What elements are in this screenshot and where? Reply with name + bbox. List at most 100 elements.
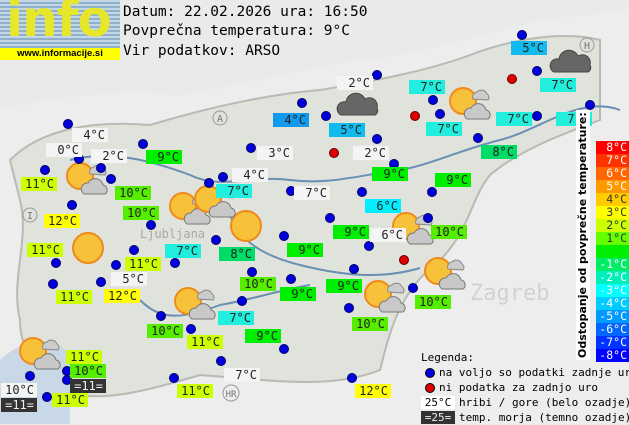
station-temperature-label[interactable]: 7°C bbox=[224, 368, 260, 382]
station-temperature-label[interactable]: 9°C bbox=[146, 150, 182, 164]
station-dot[interactable] bbox=[364, 241, 374, 251]
station-temperature-label[interactable]: 7°C bbox=[409, 80, 445, 94]
station-dot[interactable] bbox=[48, 279, 58, 289]
sea-temperature-label[interactable]: =11= bbox=[1, 398, 37, 412]
station-temperature-label[interactable]: 7°C bbox=[216, 184, 252, 198]
station-dot[interactable] bbox=[349, 264, 359, 274]
station-temperature-label[interactable]: 5°C bbox=[111, 272, 147, 286]
station-dot[interactable] bbox=[146, 220, 156, 230]
station-temperature-label[interactable]: 8°C bbox=[219, 247, 255, 261]
station-temperature-label[interactable]: 4°C bbox=[273, 113, 309, 127]
station-temperature-label[interactable]: 6°C bbox=[365, 199, 401, 213]
station-dot[interactable] bbox=[321, 111, 331, 121]
station-dot[interactable] bbox=[63, 119, 73, 129]
missing-data-dot[interactable] bbox=[329, 148, 339, 158]
station-dot[interactable] bbox=[216, 356, 226, 366]
station-temperature-label[interactable]: 10°C bbox=[431, 225, 467, 239]
station-dot[interactable] bbox=[67, 200, 77, 210]
station-dot[interactable] bbox=[408, 283, 418, 293]
station-dot[interactable] bbox=[246, 143, 256, 153]
station-dot[interactable] bbox=[204, 178, 214, 188]
station-temperature-label[interactable]: 10°C bbox=[352, 317, 388, 331]
station-temperature-label[interactable]: 10°C bbox=[240, 277, 276, 291]
missing-data-dot[interactable] bbox=[399, 255, 409, 265]
station-dot[interactable] bbox=[25, 371, 35, 381]
station-temperature-label[interactable]: 11°C bbox=[27, 243, 63, 257]
station-dot[interactable] bbox=[279, 344, 289, 354]
station-dot[interactable] bbox=[42, 392, 52, 402]
station-dot[interactable] bbox=[186, 324, 196, 334]
station-dot[interactable] bbox=[372, 134, 382, 144]
station-temperature-label[interactable]: 9°C bbox=[372, 167, 408, 181]
station-dot[interactable] bbox=[532, 66, 542, 76]
station-dot[interactable] bbox=[138, 139, 148, 149]
station-dot[interactable] bbox=[357, 187, 367, 197]
logo[interactable]: info www.informacije.si bbox=[0, 0, 120, 60]
station-temperature-label[interactable]: 12°C bbox=[104, 289, 140, 303]
station-dot[interactable] bbox=[286, 274, 296, 284]
sea-temperature-label[interactable]: =11= bbox=[70, 379, 106, 393]
station-dot[interactable] bbox=[111, 260, 121, 270]
station-temperature-label[interactable]: 10°C bbox=[147, 324, 183, 338]
station-temperature-label[interactable]: 12°C bbox=[355, 384, 391, 398]
station-temperature-label[interactable]: 2°C bbox=[353, 146, 389, 160]
station-temperature-label[interactable]: 8°C bbox=[481, 145, 517, 159]
station-dot[interactable] bbox=[423, 213, 433, 223]
station-temperature-label[interactable]: 7°C bbox=[165, 244, 201, 258]
station-dot[interactable] bbox=[247, 267, 257, 277]
station-dot[interactable] bbox=[585, 100, 595, 110]
station-temperature-label[interactable]: 11°C bbox=[21, 177, 57, 191]
station-dot[interactable] bbox=[96, 163, 106, 173]
station-temperature-label[interactable]: 9°C bbox=[280, 287, 316, 301]
station-dot[interactable] bbox=[237, 296, 247, 306]
station-temperature-label[interactable]: 9°C bbox=[287, 243, 323, 257]
station-temperature-label[interactable]: 7°C bbox=[294, 186, 330, 200]
station-temperature-label[interactable]: 7°C bbox=[496, 112, 532, 126]
station-temperature-label[interactable]: 11°C bbox=[187, 335, 223, 349]
station-temperature-label[interactable]: 7°C bbox=[426, 122, 462, 136]
station-temperature-label[interactable]: 3°C bbox=[257, 146, 293, 160]
station-temperature-label[interactable]: 10°C bbox=[70, 364, 106, 378]
station-dot[interactable] bbox=[297, 98, 307, 108]
station-temperature-label[interactable]: 6°C bbox=[370, 228, 406, 242]
station-dot[interactable] bbox=[517, 30, 527, 40]
station-temperature-label[interactable]: 4°C bbox=[232, 168, 268, 182]
station-temperature-label[interactable]: 7°C bbox=[218, 311, 254, 325]
station-dot[interactable] bbox=[347, 373, 357, 383]
station-dot[interactable] bbox=[218, 172, 228, 182]
station-temperature-label[interactable]: 10°C bbox=[1, 383, 37, 397]
missing-data-dot[interactable] bbox=[410, 111, 420, 121]
station-temperature-label[interactable]: 9°C bbox=[333, 225, 369, 239]
station-dot[interactable] bbox=[325, 213, 335, 223]
station-dot[interactable] bbox=[435, 109, 445, 119]
station-dot[interactable] bbox=[532, 111, 542, 121]
missing-data-dot[interactable] bbox=[507, 74, 517, 84]
station-temperature-label[interactable]: 5°C bbox=[329, 123, 365, 137]
station-dot[interactable] bbox=[96, 277, 106, 287]
station-dot[interactable] bbox=[129, 245, 139, 255]
station-temperature-label[interactable]: 2°C bbox=[91, 149, 127, 163]
station-temperature-label[interactable]: 11°C bbox=[66, 350, 102, 364]
station-temperature-label[interactable]: 9°C bbox=[326, 279, 362, 293]
station-dot[interactable] bbox=[170, 258, 180, 268]
station-dot[interactable] bbox=[40, 165, 50, 175]
station-temperature-label[interactable]: 2°C bbox=[337, 76, 373, 90]
station-dot[interactable] bbox=[372, 70, 382, 80]
station-temperature-label[interactable]: 10°C bbox=[123, 206, 159, 220]
station-temperature-label[interactable]: 10°C bbox=[115, 186, 151, 200]
station-temperature-label[interactable]: 0°C bbox=[46, 143, 82, 157]
station-temperature-label[interactable]: 9°C bbox=[435, 173, 471, 187]
station-temperature-label[interactable]: 11°C bbox=[56, 290, 92, 304]
station-dot[interactable] bbox=[169, 373, 179, 383]
station-dot[interactable] bbox=[279, 231, 289, 241]
station-dot[interactable] bbox=[344, 303, 354, 313]
station-dot[interactable] bbox=[211, 235, 221, 245]
station-dot[interactable] bbox=[106, 174, 116, 184]
station-temperature-label[interactable]: 12°C bbox=[44, 214, 80, 228]
station-temperature-label[interactable]: 11°C bbox=[125, 257, 161, 271]
station-temperature-label[interactable]: 5°C bbox=[511, 41, 547, 55]
station-dot[interactable] bbox=[473, 133, 483, 143]
station-dot[interactable] bbox=[156, 311, 166, 321]
logo-url[interactable]: www.informacije.si bbox=[0, 48, 120, 60]
station-temperature-label[interactable]: 4°C bbox=[72, 128, 108, 142]
